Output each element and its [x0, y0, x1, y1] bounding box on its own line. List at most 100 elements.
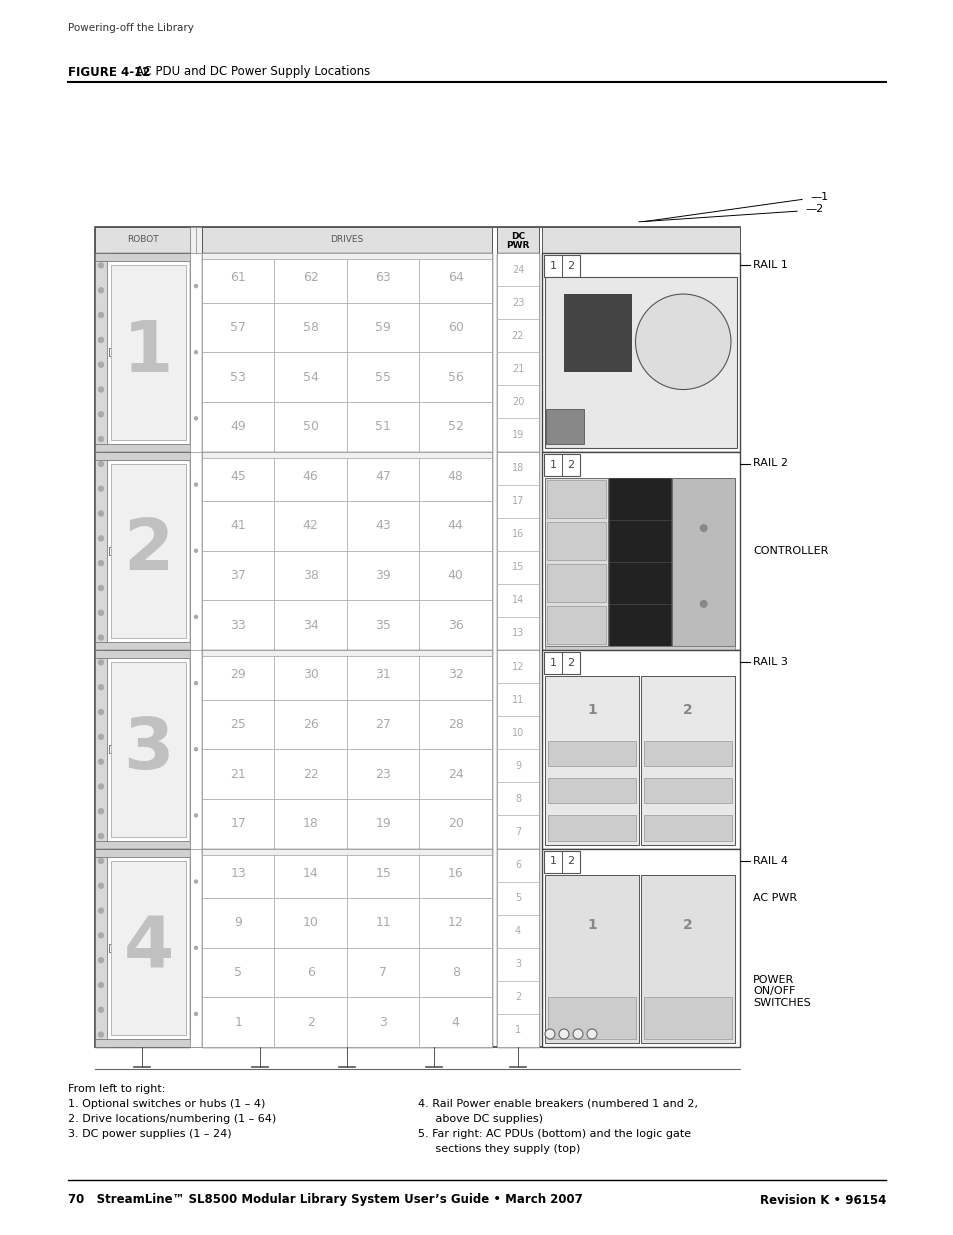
- Text: Revision K • 96154: Revision K • 96154: [759, 1193, 885, 1207]
- Bar: [202, 253, 492, 259]
- Bar: [95, 650, 190, 658]
- Bar: [274, 551, 347, 600]
- Bar: [546, 606, 605, 643]
- Text: 10: 10: [302, 916, 318, 930]
- Circle shape: [635, 294, 730, 389]
- Text: 17: 17: [230, 818, 246, 830]
- Bar: [497, 882, 538, 915]
- Bar: [202, 650, 492, 848]
- Text: POWER
ON/OFF
SWITCHES: POWER ON/OFF SWITCHES: [752, 974, 810, 1008]
- Text: 3. DC power supplies (1 – 24): 3. DC power supplies (1 – 24): [68, 1129, 232, 1139]
- Bar: [347, 253, 419, 303]
- Text: 16: 16: [512, 530, 523, 540]
- Bar: [347, 401, 419, 452]
- Text: 18: 18: [512, 463, 523, 473]
- Bar: [109, 348, 117, 356]
- Bar: [608, 478, 671, 646]
- Bar: [347, 551, 419, 600]
- Circle shape: [98, 983, 103, 988]
- Bar: [497, 452, 538, 650]
- Bar: [95, 1039, 190, 1047]
- Circle shape: [194, 1013, 197, 1015]
- Bar: [109, 745, 117, 753]
- Text: 32: 32: [447, 668, 463, 682]
- Text: 35: 35: [375, 619, 391, 631]
- Bar: [95, 452, 190, 459]
- Text: 22: 22: [511, 331, 524, 341]
- Text: 2: 2: [567, 658, 574, 668]
- Circle shape: [98, 1008, 103, 1013]
- Bar: [563, 294, 631, 370]
- Bar: [347, 898, 419, 947]
- Bar: [95, 253, 190, 261]
- Text: 39: 39: [375, 569, 391, 582]
- Text: 1: 1: [549, 857, 556, 867]
- Text: RAIL 4: RAIL 4: [752, 856, 787, 866]
- Bar: [274, 650, 347, 699]
- Bar: [643, 741, 731, 767]
- Bar: [547, 741, 636, 767]
- Text: AC PWR: AC PWR: [752, 893, 797, 903]
- Text: 3: 3: [515, 960, 520, 969]
- Circle shape: [98, 536, 103, 541]
- Bar: [274, 947, 347, 998]
- Circle shape: [98, 883, 103, 888]
- Text: 20: 20: [447, 818, 463, 830]
- Text: 6: 6: [307, 966, 314, 979]
- Bar: [202, 799, 274, 848]
- Text: 8: 8: [515, 794, 520, 804]
- Text: DC: DC: [511, 232, 524, 241]
- Bar: [497, 683, 538, 716]
- Text: 29: 29: [230, 668, 246, 682]
- Bar: [274, 898, 347, 947]
- Text: 2: 2: [682, 918, 692, 932]
- Bar: [541, 650, 740, 848]
- Text: From left to right:: From left to right:: [68, 1084, 165, 1094]
- Text: 16: 16: [447, 867, 463, 879]
- Text: 2: 2: [682, 703, 692, 716]
- Text: 1: 1: [586, 918, 597, 932]
- Text: 2: 2: [515, 993, 520, 1003]
- Bar: [190, 650, 202, 848]
- Text: 13: 13: [512, 629, 523, 638]
- Bar: [274, 501, 347, 551]
- Text: 36: 36: [447, 619, 463, 631]
- Circle shape: [98, 312, 103, 317]
- Bar: [643, 997, 731, 1039]
- Text: 18: 18: [302, 818, 318, 830]
- Circle shape: [98, 511, 103, 516]
- Text: 64: 64: [447, 272, 463, 284]
- Text: 7: 7: [515, 827, 520, 837]
- Text: 7: 7: [379, 966, 387, 979]
- Bar: [419, 303, 492, 352]
- Bar: [419, 551, 492, 600]
- Circle shape: [98, 784, 103, 789]
- Text: RAIL 3: RAIL 3: [752, 657, 787, 667]
- Bar: [497, 385, 538, 419]
- Bar: [95, 452, 107, 650]
- Circle shape: [98, 684, 103, 689]
- Bar: [202, 600, 274, 650]
- Text: 11: 11: [512, 694, 523, 705]
- Bar: [546, 479, 605, 517]
- Bar: [544, 277, 737, 447]
- Text: 5. Far right: AC PDUs (bottom) and the logic gate: 5. Far right: AC PDUs (bottom) and the l…: [417, 1129, 690, 1139]
- Text: 9: 9: [515, 761, 520, 771]
- Text: 2: 2: [567, 857, 574, 867]
- Circle shape: [98, 288, 103, 293]
- Bar: [202, 750, 274, 799]
- Bar: [347, 799, 419, 848]
- Text: 22: 22: [302, 768, 318, 781]
- Bar: [347, 947, 419, 998]
- Bar: [541, 253, 740, 452]
- Bar: [541, 848, 740, 1047]
- Bar: [274, 750, 347, 799]
- Circle shape: [558, 1029, 568, 1039]
- Text: —1: —1: [809, 191, 827, 203]
- Circle shape: [98, 263, 103, 268]
- Text: 13: 13: [230, 867, 246, 879]
- Bar: [95, 227, 190, 253]
- Bar: [497, 452, 538, 484]
- Bar: [419, 750, 492, 799]
- Text: 30: 30: [302, 668, 318, 682]
